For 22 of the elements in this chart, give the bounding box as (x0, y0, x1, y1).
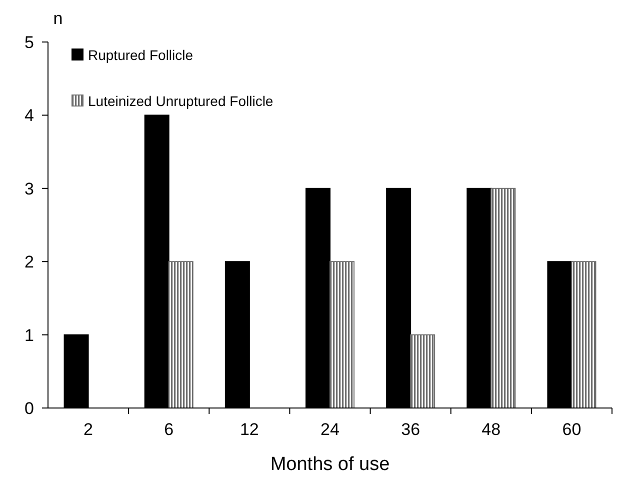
legend-label: Ruptured Follicle (88, 46, 194, 63)
y-tick-label: 0 (24, 398, 34, 418)
y-tick-label: 4 (24, 106, 34, 126)
x-axis-title: Months of use (270, 454, 390, 475)
y-tick-label: 1 (24, 326, 34, 345)
x-tick-label: 12 (240, 420, 259, 439)
y-tick-label: 3 (24, 179, 34, 198)
x-tick-label: 6 (164, 420, 174, 439)
y-tick-label: 2 (24, 252, 34, 272)
x-tick-label: 2 (84, 420, 94, 439)
y-tick-label: 5 (24, 32, 34, 52)
bar (571, 261, 596, 408)
x-tick-label: 60 (562, 420, 582, 439)
bar (410, 334, 436, 408)
x-tick-label: 24 (320, 420, 340, 439)
bar (490, 188, 516, 408)
bar (168, 261, 194, 408)
y-axis-title: n (53, 9, 63, 28)
x-tick-label: 48 (482, 420, 501, 439)
x-tick-label: 36 (401, 420, 420, 439)
bar (330, 261, 354, 408)
legend-label: Luteinized Unruptured Follicle (88, 92, 274, 109)
